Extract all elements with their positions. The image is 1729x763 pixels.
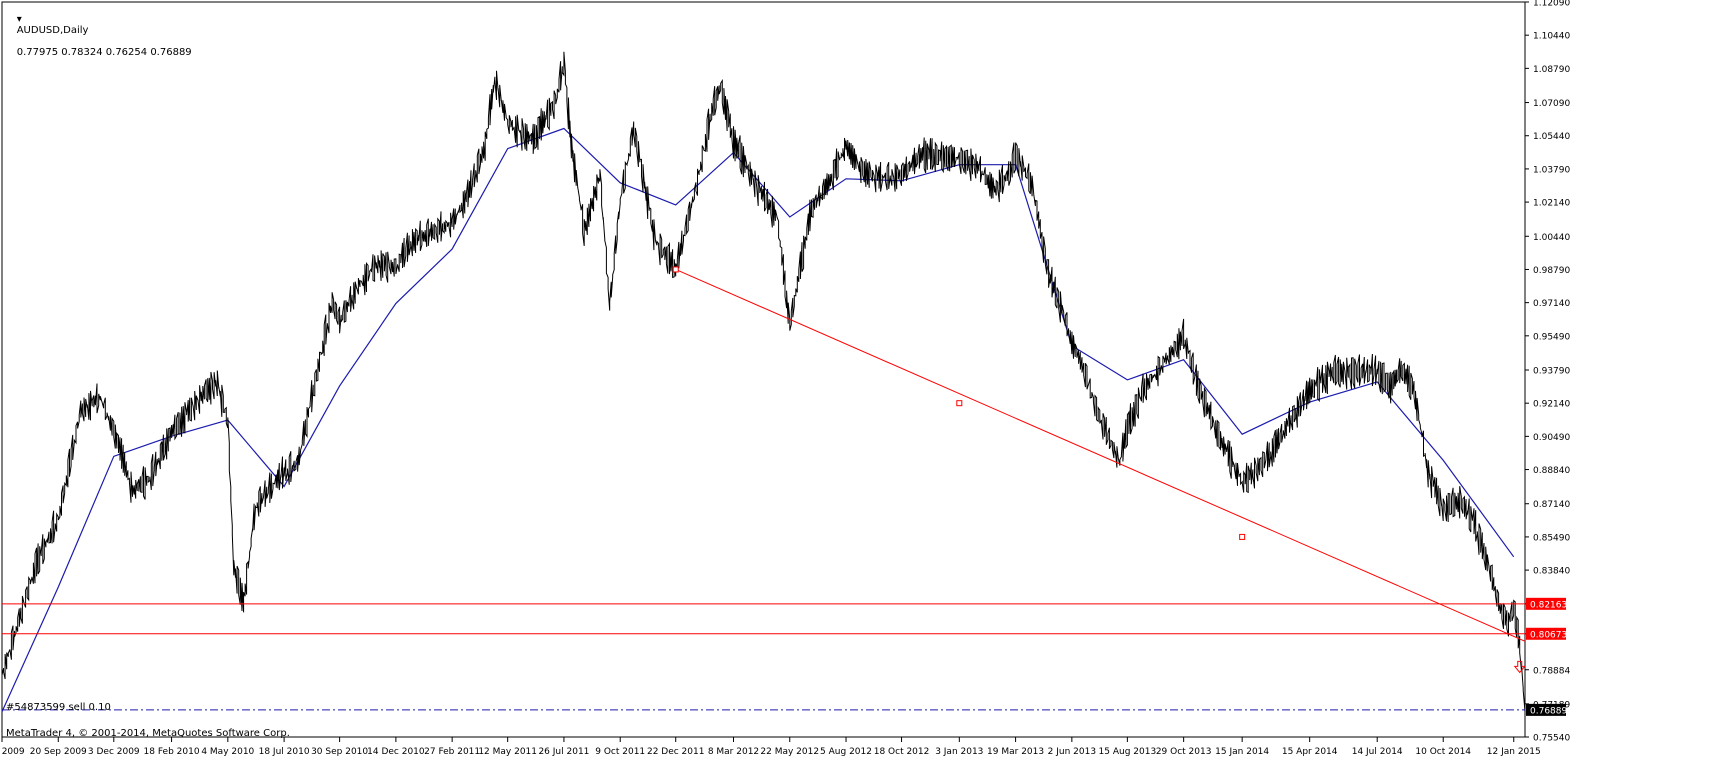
x-tick-label: 3 Dec 2009: [88, 747, 140, 757]
chart-header: ▾ AUDUSD,Daily 0.77975 0.78324 0.76254 0…: [4, 3, 192, 69]
x-tick-label: 15 Aug 2013: [1099, 747, 1157, 757]
y-tick-label: 0.92140: [1533, 400, 1570, 410]
price-label-bg: [1526, 597, 1566, 610]
x-tick-label: 12 Jan 2015: [1487, 747, 1541, 757]
y-tick-label: 0.98790: [1533, 266, 1570, 276]
trendline-handle[interactable]: [672, 266, 679, 273]
x-tick-label: 15 Jan 2014: [1215, 747, 1269, 757]
x-tick-label: 10 Oct 2014: [1415, 747, 1471, 757]
y-tick-label: 0.83840: [1533, 567, 1570, 577]
order-price-label: 0.76889: [1530, 706, 1567, 716]
x-tick-label: 8 Mar 2012: [708, 747, 759, 757]
price-label-bg: [1526, 627, 1566, 640]
x-tick-label: 26 Jul 2011: [538, 747, 589, 757]
x-tick-label: 30 Sep 2010: [311, 747, 368, 757]
x-tick-label: 19 Mar 2013: [987, 747, 1044, 757]
y-tick-label: 1.02140: [1533, 199, 1570, 209]
y-tick-label: 1.00440: [1533, 233, 1570, 243]
price-line: [1, 51, 1526, 712]
y-tick-label: 0.97140: [1533, 299, 1570, 309]
y-tick-label: 0.85490: [1533, 533, 1570, 543]
trendline-handle[interactable]: [1239, 533, 1246, 540]
y-tick-label: 1.03790: [1533, 165, 1570, 175]
x-tick-label: 9 Oct 2011: [595, 747, 645, 757]
symbol-timeframe: AUDUSD,Daily: [16, 25, 89, 36]
copyright-text: MetaTrader 4, © 2001-2014, MetaQuotes So…: [6, 728, 290, 739]
x-tick-label: 20 Sep 2009: [30, 747, 87, 757]
order-label: #54873599 sell 0.10: [6, 702, 111, 713]
y-tick-label: 1.10440: [1533, 32, 1570, 42]
x-tick-label: 18 Jul 2010: [259, 747, 310, 757]
x-tick-label: 14 Dec 2010: [367, 747, 425, 757]
x-tick-label: 22 May 2012: [760, 747, 819, 757]
y-tick-label: 0.78884: [1533, 666, 1570, 676]
triangle-down-icon[interactable]: ▾: [16, 14, 22, 25]
y-tick-label: 1.05440: [1533, 132, 1570, 142]
y-tick-label: 0.75540: [1533, 734, 1570, 744]
plot-frame: [1, 1, 1526, 738]
y-tick-label: 1.08790: [1533, 65, 1570, 75]
x-tick-label: 18 Feb 2010: [144, 747, 200, 757]
x-tick-label: 4 May 2010: [201, 747, 254, 757]
x-tick-label: 7 Jul 2009: [0, 747, 25, 757]
x-tick-label: 29 Oct 2013: [1156, 747, 1212, 757]
x-tick-label: 3 Jan 2013: [935, 747, 983, 757]
order-price-label-bg: [1526, 703, 1566, 716]
down-arrow-icon: [1513, 660, 1526, 674]
y-tick-label: 0.95490: [1533, 332, 1570, 342]
trendline-handle[interactable]: [956, 400, 963, 407]
x-tick-label: 15 Apr 2014: [1282, 747, 1338, 757]
y-tick-label: 0.93790: [1533, 367, 1570, 377]
y-tick-label: 1.12090: [1533, 0, 1570, 9]
x-tick-label: 12 May 2011: [478, 747, 537, 757]
x-tick-label: 27 Feb 2011: [424, 747, 480, 757]
y-tick-label: 0.88840: [1533, 466, 1570, 476]
x-tick-label: 18 Oct 2012: [874, 747, 930, 757]
x-tick-label: 2 Jun 2013: [1048, 747, 1096, 757]
y-tick-label: 0.87140: [1533, 500, 1570, 510]
x-tick-label: 5 Aug 2012: [820, 747, 872, 757]
y-tick-label: 1.07090: [1533, 99, 1570, 109]
price-label: 0.80673: [1530, 630, 1567, 640]
price-label: 0.82163: [1530, 600, 1567, 610]
x-tick-label: 14 Jul 2014: [1352, 747, 1403, 757]
x-tick-label: 22 Dec 2011: [647, 747, 705, 757]
ohlc-values: 0.77975 0.78324 0.76254 0.76889: [16, 47, 192, 58]
trendline[interactable]: [675, 268, 1526, 642]
y-tick-label: 0.90490: [1533, 433, 1570, 443]
